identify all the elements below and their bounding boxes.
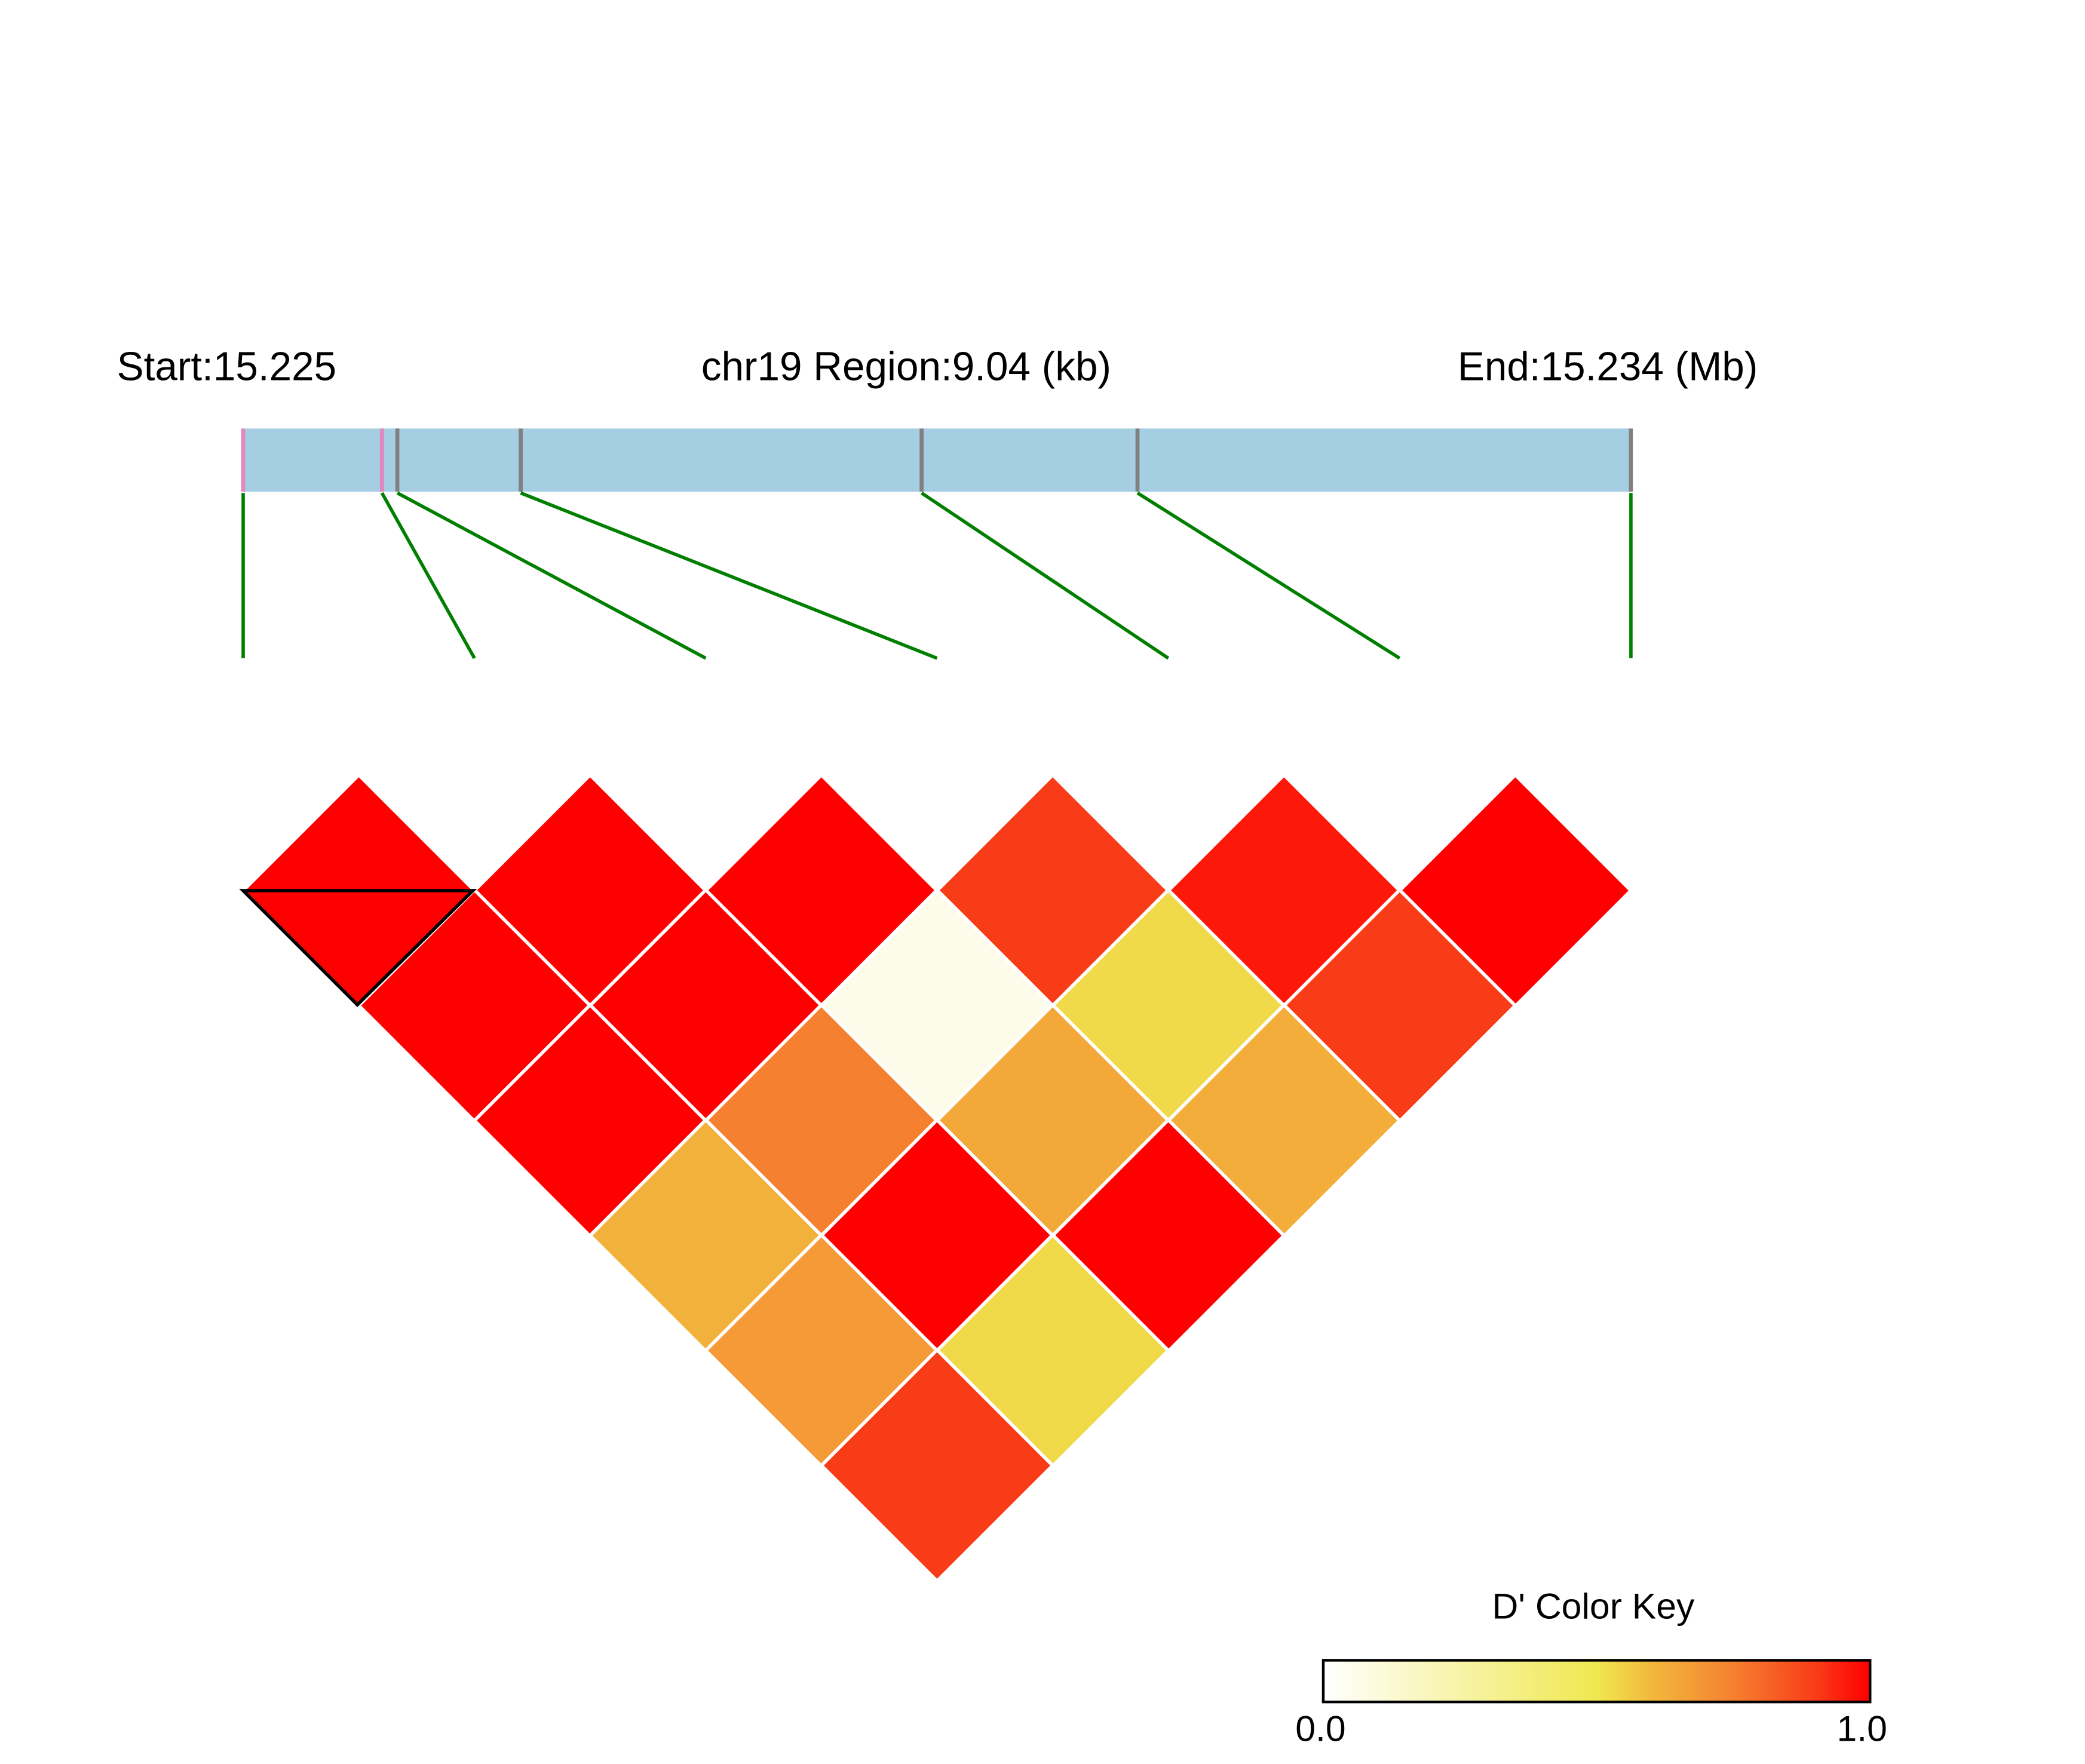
snp-connector-line [396,491,707,660]
snp-connector-line [520,491,938,660]
start-label: Start:15.225 [117,344,337,389]
snp-connectors [241,491,1633,660]
end-label: End:15.234 (Mb) [1458,344,1758,389]
color-key-title: D' Color Key [1492,1586,1695,1627]
haplotype-block-outline [239,889,477,1007]
snp-connector-line [1136,491,1401,660]
region-label: chr19 Region:9.04 (kb) [701,344,1111,389]
region-bar [243,428,1631,492]
ld-cell-0-6 [818,1347,1056,1584]
ld-cells [241,772,1633,1584]
snp-connector-line [921,491,1170,660]
color-key-max-label: 1.0 [1837,1708,1887,1748]
color-key-bar [1321,1659,1872,1704]
snp-connector-line [380,492,476,659]
snp-ticks [241,428,1633,492]
color-key-min-label: 0.0 [1295,1708,1345,1748]
